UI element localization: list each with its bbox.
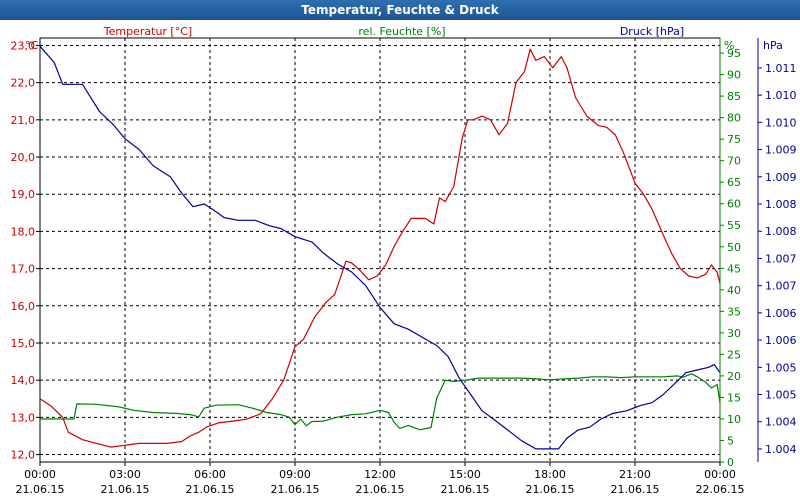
humidity-tick-label: 90 <box>727 69 741 82</box>
pressure-tick-label: 1.010 <box>765 116 797 129</box>
humidity-tick-label: 70 <box>727 155 741 168</box>
humidity-tick-label: 40 <box>727 284 741 297</box>
series-line-humidity <box>40 373 721 431</box>
pressure-tick-label: 1.004 <box>765 443 797 456</box>
temperature-tick-label: 20,0 <box>11 151 36 164</box>
humidity-tick-label: 15 <box>727 391 741 404</box>
time-tick-label: 12:00 <box>364 468 396 481</box>
pressure-tick-label: 1.011 <box>765 62 797 75</box>
line-chart: Temperatur [°C] rel. Feuchte [%] Druck [… <box>11 25 797 496</box>
pressure-tick-label: 1.005 <box>765 389 797 402</box>
humidity-tick-label: 75 <box>727 133 741 146</box>
pressure-tick-label: 1.008 <box>765 225 797 238</box>
humidity-tick-label: 60 <box>727 198 741 211</box>
time-tick-label: 18:00 <box>534 468 566 481</box>
humidity-axis: 0 5 10 15 20 25 30 35 40 45 50 55 60 65 70 75 80 85 90 95 <box>719 38 741 469</box>
date-tick-label: 21.06.15 <box>186 483 235 496</box>
date-tick-label: 21.06.15 <box>356 483 405 496</box>
time-tick-label: 00:00 <box>24 468 56 481</box>
humidity-tick-label: 35 <box>727 305 741 318</box>
date-tick-label: 21.06.15 <box>441 483 490 496</box>
date-tick-label: 22.06.15 <box>696 483 745 496</box>
temperature-unit: °C <box>25 39 39 52</box>
date-tick-label: 21.06.15 <box>526 483 575 496</box>
humidity-tick-label: 50 <box>727 241 741 254</box>
pressure-tick-label: 1.009 <box>765 171 797 184</box>
humidity-tick-label: 85 <box>727 90 741 103</box>
humidity-tick-label: 95 <box>727 47 741 60</box>
humidity-tick-label: 25 <box>727 348 741 361</box>
humidity-tick-label: 45 <box>727 262 741 275</box>
pressure-axis: 1.004 1.004 1.005 1.005 1.006 1.006 1.007 1.007… <box>757 38 797 462</box>
pressure-tick-label: 1.006 <box>765 307 797 320</box>
humidity-tick-label: 10 <box>727 413 741 426</box>
pressure-tick-label: 1.006 <box>765 334 797 347</box>
time-axis: 00:00 21.06.15 03:00 21.06.15 06:00 21.06.15 0… <box>16 462 745 496</box>
humidity-axis-label: rel. Feuchte [%] <box>358 25 445 38</box>
humidity-tick-label: 20 <box>727 370 741 383</box>
series-layer <box>39 45 721 450</box>
series-line-temperature <box>39 48 721 448</box>
temperature-tick-label: 13,0 <box>11 411 36 424</box>
temperature-axis-label: Temperatur [°C] <box>103 25 192 38</box>
pressure-tick-label: 1.007 <box>765 280 797 293</box>
pressure-tick-label: 1.005 <box>765 361 797 374</box>
pressure-tick-label: 1.004 <box>765 416 797 429</box>
date-tick-label: 21.06.15 <box>101 483 150 496</box>
time-tick-label: 15:00 <box>449 468 481 481</box>
temperature-tick-label: 21,0 <box>11 114 36 127</box>
time-tick-label: 21:00 <box>619 468 651 481</box>
temperature-axis: 12,0 13,0 14,0 15,0 16,0 17,0 18,0 19,0 20,0 21,0… <box>11 39 40 462</box>
humidity-tick-label: 30 <box>727 327 741 340</box>
window-title: Temperatur, Feuchte & Druck <box>0 0 800 20</box>
pressure-unit: hPa <box>763 39 783 52</box>
date-tick-label: 21.06.15 <box>611 483 660 496</box>
time-tick-label: 00:00 <box>704 468 736 481</box>
humidity-tick-label: 55 <box>727 219 741 232</box>
series-line-pressure <box>39 45 721 450</box>
temperature-tick-label: 19,0 <box>11 188 36 201</box>
time-tick-label: 03:00 <box>109 468 141 481</box>
date-tick-label: 21.06.15 <box>271 483 320 496</box>
temperature-tick-label: 12,0 <box>11 449 36 462</box>
temperature-tick-label: 14,0 <box>11 374 36 387</box>
temperature-tick-label: 16,0 <box>11 300 36 313</box>
humidity-unit: % <box>724 39 734 52</box>
pressure-tick-label: 1.007 <box>765 252 797 265</box>
pressure-tick-label: 1.009 <box>765 144 797 157</box>
temperature-tick-label: 17,0 <box>11 263 36 276</box>
temperature-tick-label: 15,0 <box>11 337 36 350</box>
temperature-tick-label: 23,0 <box>11 39 36 52</box>
humidity-tick-label: 0 <box>727 456 734 469</box>
temperature-tick-label: 18,0 <box>11 225 36 238</box>
pressure-axis-label: Druck [hPa] <box>620 25 684 38</box>
time-tick-label: 06:00 <box>194 468 226 481</box>
humidity-tick-label: 5 <box>727 434 734 447</box>
pressure-tick-label: 1.008 <box>765 198 797 211</box>
grid <box>40 38 720 462</box>
time-tick-label: 09:00 <box>279 468 311 481</box>
temperature-tick-label: 22,0 <box>11 77 36 90</box>
humidity-tick-label: 80 <box>727 112 741 125</box>
date-tick-label: 21.06.15 <box>16 483 65 496</box>
humidity-tick-label: 65 <box>727 176 741 189</box>
pressure-tick-label: 1.010 <box>765 89 797 102</box>
